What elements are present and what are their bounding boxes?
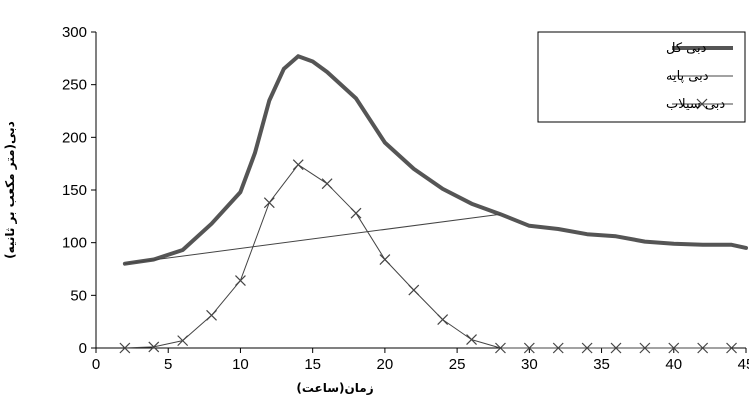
- legend-marker-flood: [696, 98, 708, 110]
- series-line-base: [124, 213, 501, 265]
- marker-stroke: [668, 342, 680, 354]
- x-tick-label: 35: [593, 356, 610, 373]
- data-point-flood: [206, 309, 217, 321]
- x-tick-label: 20: [377, 356, 394, 373]
- data-point-flood: [292, 159, 304, 171]
- data-point-flood: [495, 342, 506, 354]
- legend-label-base: دبی پایه: [666, 69, 709, 84]
- data-point-flood: [263, 197, 275, 209]
- marker-stroke: [379, 254, 391, 265]
- data-point-flood: [408, 284, 420, 296]
- series-line-flood: [124, 164, 732, 349]
- data-point-flood: [321, 178, 333, 190]
- legend-label-total: دبی کل: [666, 41, 707, 56]
- data-point-flood: [119, 342, 131, 354]
- legend: دبی کل دبی پایه دبی سیلاب: [537, 31, 746, 123]
- marker-stroke: [177, 335, 189, 347]
- y-tick-label: 300: [62, 24, 87, 41]
- marker-stroke: [495, 342, 506, 354]
- marker-stroke: [148, 341, 160, 353]
- marker-stroke: [292, 159, 304, 171]
- data-point-flood: [148, 341, 160, 353]
- y-tick-label: 150: [62, 182, 87, 199]
- marker-stroke: [466, 334, 477, 345]
- data-point-flood: [523, 342, 535, 354]
- x-tick-label: 5: [164, 356, 172, 373]
- marker-stroke: [350, 207, 362, 219]
- data-point-flood: [668, 342, 680, 354]
- data-point-flood: [610, 342, 622, 354]
- marker-stroke: [263, 197, 275, 209]
- data-point-flood: [639, 342, 651, 354]
- y-tick-label: 0: [79, 340, 87, 357]
- marker-stroke: [437, 314, 449, 325]
- data-point-flood: [379, 254, 391, 265]
- data-point-flood: [581, 342, 593, 354]
- series-layer: [119, 54, 748, 354]
- y-axis-title: دبی(متر مکعب بر ثانیه): [3, 121, 17, 259]
- x-tick-label: 45: [738, 356, 749, 373]
- marker-stroke: [726, 342, 737, 354]
- y-tick-label: 50: [70, 287, 87, 304]
- x-tick-label: 0: [92, 356, 100, 373]
- series-line-total: [122, 54, 748, 266]
- data-point-flood: [466, 334, 477, 345]
- x-tick-label: 25: [449, 356, 466, 373]
- marker-stroke: [552, 342, 564, 354]
- data-point-flood: [697, 342, 709, 354]
- y-tick-label: 100: [62, 235, 87, 252]
- data-point-flood: [177, 335, 189, 347]
- data-point-flood: [235, 275, 246, 287]
- data-point-flood: [437, 314, 449, 325]
- marker-stroke: [523, 342, 535, 354]
- marker-stroke: [321, 178, 333, 190]
- y-tick-label: 200: [62, 129, 87, 146]
- x-tick-label: 40: [665, 356, 682, 373]
- marker-stroke: [206, 309, 217, 321]
- marker-stroke: [697, 342, 709, 354]
- marker-stroke: [581, 342, 593, 354]
- data-point-flood: [350, 207, 362, 219]
- marker-stroke: [235, 275, 246, 287]
- legend-label-flood: دبی سیلاب: [666, 97, 725, 112]
- x-axis-title: زمان(ساعت): [296, 381, 373, 395]
- marker-stroke: [610, 342, 622, 354]
- axes: 0 50 100 150 200 250 300 0 5 10 15 20 25 30 35 40 45: [62, 24, 749, 373]
- x-tick-label: 10: [232, 356, 249, 373]
- data-point-flood: [726, 342, 737, 354]
- data-point-flood: [552, 342, 564, 354]
- marker-stroke: [408, 284, 420, 296]
- marker-stroke: [119, 342, 131, 354]
- x-tick-label: 15: [304, 356, 321, 373]
- marker-stroke: [639, 342, 651, 354]
- x-tick-label: 30: [521, 356, 538, 373]
- y-tick-label: 250: [62, 77, 87, 94]
